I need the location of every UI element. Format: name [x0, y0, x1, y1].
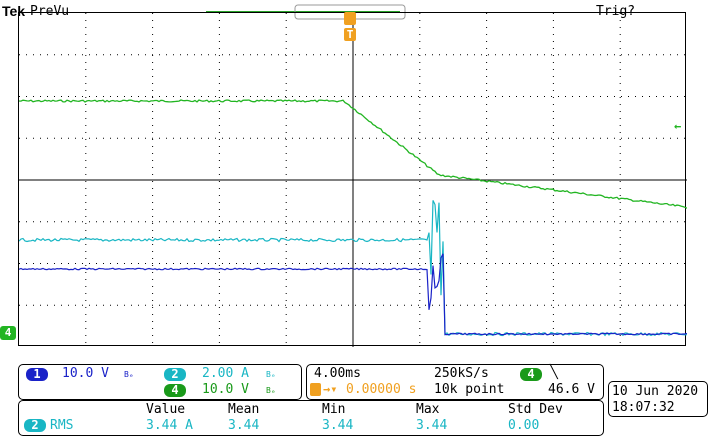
time: 18:07:32: [612, 400, 675, 415]
waveform-display[interactable]: [18, 12, 688, 347]
meas-type[interactable]: RMS: [50, 418, 74, 433]
record-length: 10k point: [434, 382, 505, 397]
trigger-position-marker[interactable]: T: [344, 12, 356, 46]
channel-scale-panel: [18, 364, 302, 400]
ch2-scale[interactable]: 2.00 A: [202, 366, 249, 381]
ch2-chip[interactable]: 2: [164, 368, 186, 381]
ch1-chip[interactable]: 1: [26, 368, 48, 381]
meas-header-min: Min: [322, 402, 346, 417]
ch1-bandwidth-icon: Bₑ: [124, 370, 134, 379]
trigger-status: Trig?: [596, 4, 636, 19]
ch4-scale[interactable]: 10.0 V: [202, 382, 249, 397]
meas-mean: 3.44: [228, 418, 260, 433]
trigger-delay[interactable]: 0.00000 s: [346, 382, 417, 397]
date: 10 Jun 2020: [612, 384, 699, 399]
meas-channel-chip[interactable]: 2: [24, 419, 46, 432]
datetime-panel: [608, 381, 708, 417]
ch1-scale[interactable]: 10.0 V: [62, 366, 109, 381]
horizontal-scale[interactable]: 4.00ms: [314, 366, 361, 381]
graticule: [18, 13, 688, 347]
measurement-panel: [18, 400, 604, 436]
ch4-bandwidth-icon: Bₑ: [266, 386, 276, 395]
ch4-trace: [18, 99, 688, 209]
trigger-source-chip[interactable]: 4: [520, 368, 542, 381]
ch4-ground-marker[interactable]: 4: [0, 326, 16, 340]
meas-min: 3.44: [322, 418, 354, 433]
timebase-panel[interactable]: [306, 364, 604, 400]
meas-header-max: Max: [416, 402, 440, 417]
falling-edge-icon: ╲: [550, 365, 558, 380]
delay-arrow-icon: →▾: [323, 382, 338, 396]
trigger-delay-icon: [310, 383, 321, 396]
meas-stddev: 0.00: [508, 418, 540, 433]
ch2-bandwidth-icon: Bₑ: [266, 370, 276, 379]
meas-max: 3.44: [416, 418, 448, 433]
sample-rate: 250kS/s: [434, 366, 489, 381]
meas-value: 3.44 A: [146, 418, 193, 433]
meas-header-value: Value: [146, 402, 186, 417]
trigger-level-marker[interactable]: ←: [674, 119, 682, 133]
ch2-trace: [18, 200, 688, 337]
meas-header-mean: Mean: [228, 402, 260, 417]
acquisition-mode: PreVu: [30, 4, 70, 19]
trigger-level[interactable]: 46.6 V: [548, 382, 595, 397]
brand-logo: Tek: [2, 3, 26, 19]
ch4-chip[interactable]: 4: [164, 384, 186, 397]
meas-header-stddev: Std Dev: [508, 402, 563, 417]
ch1-trace: [18, 253, 688, 336]
